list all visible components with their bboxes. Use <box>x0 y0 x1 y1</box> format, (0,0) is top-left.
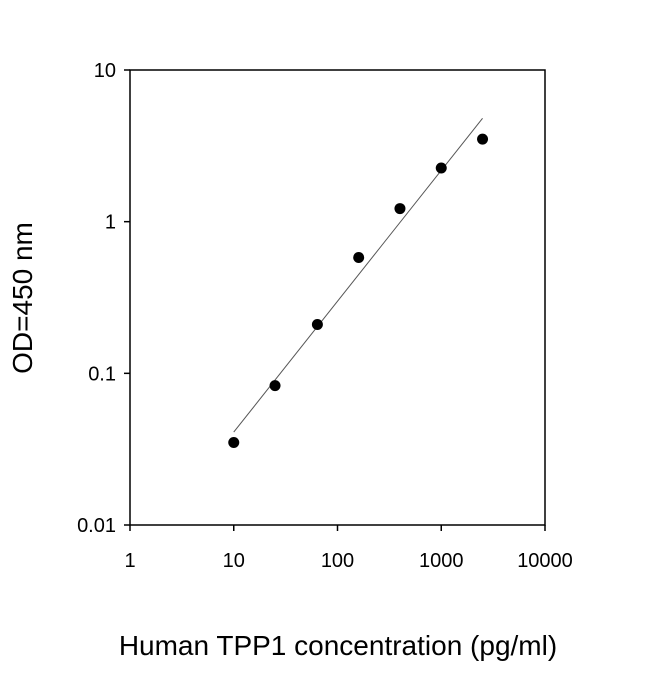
x-axis-title: Human TPP1 concentration (pg/ml) <box>119 630 557 661</box>
data-point <box>394 203 406 215</box>
data-point <box>353 252 365 264</box>
y-axis-title: OD=450 nm <box>7 222 38 374</box>
data-point <box>228 436 240 448</box>
y-tick-label: 10 <box>94 60 116 82</box>
x-tick-label: 100 <box>321 550 354 572</box>
y-tick-label: 1 <box>105 212 116 234</box>
data-point <box>435 162 447 174</box>
data-point <box>269 380 281 392</box>
y-tick-label: 0.01 <box>77 515 116 537</box>
data-point <box>477 133 489 145</box>
y-tick-label: 0.1 <box>88 363 116 385</box>
x-tick-label: 10 <box>223 550 245 572</box>
x-tick-label: 1000 <box>419 550 464 572</box>
x-tick-label: 10000 <box>517 550 573 572</box>
x-tick-label: 1 <box>124 550 135 572</box>
data-point <box>311 318 323 330</box>
